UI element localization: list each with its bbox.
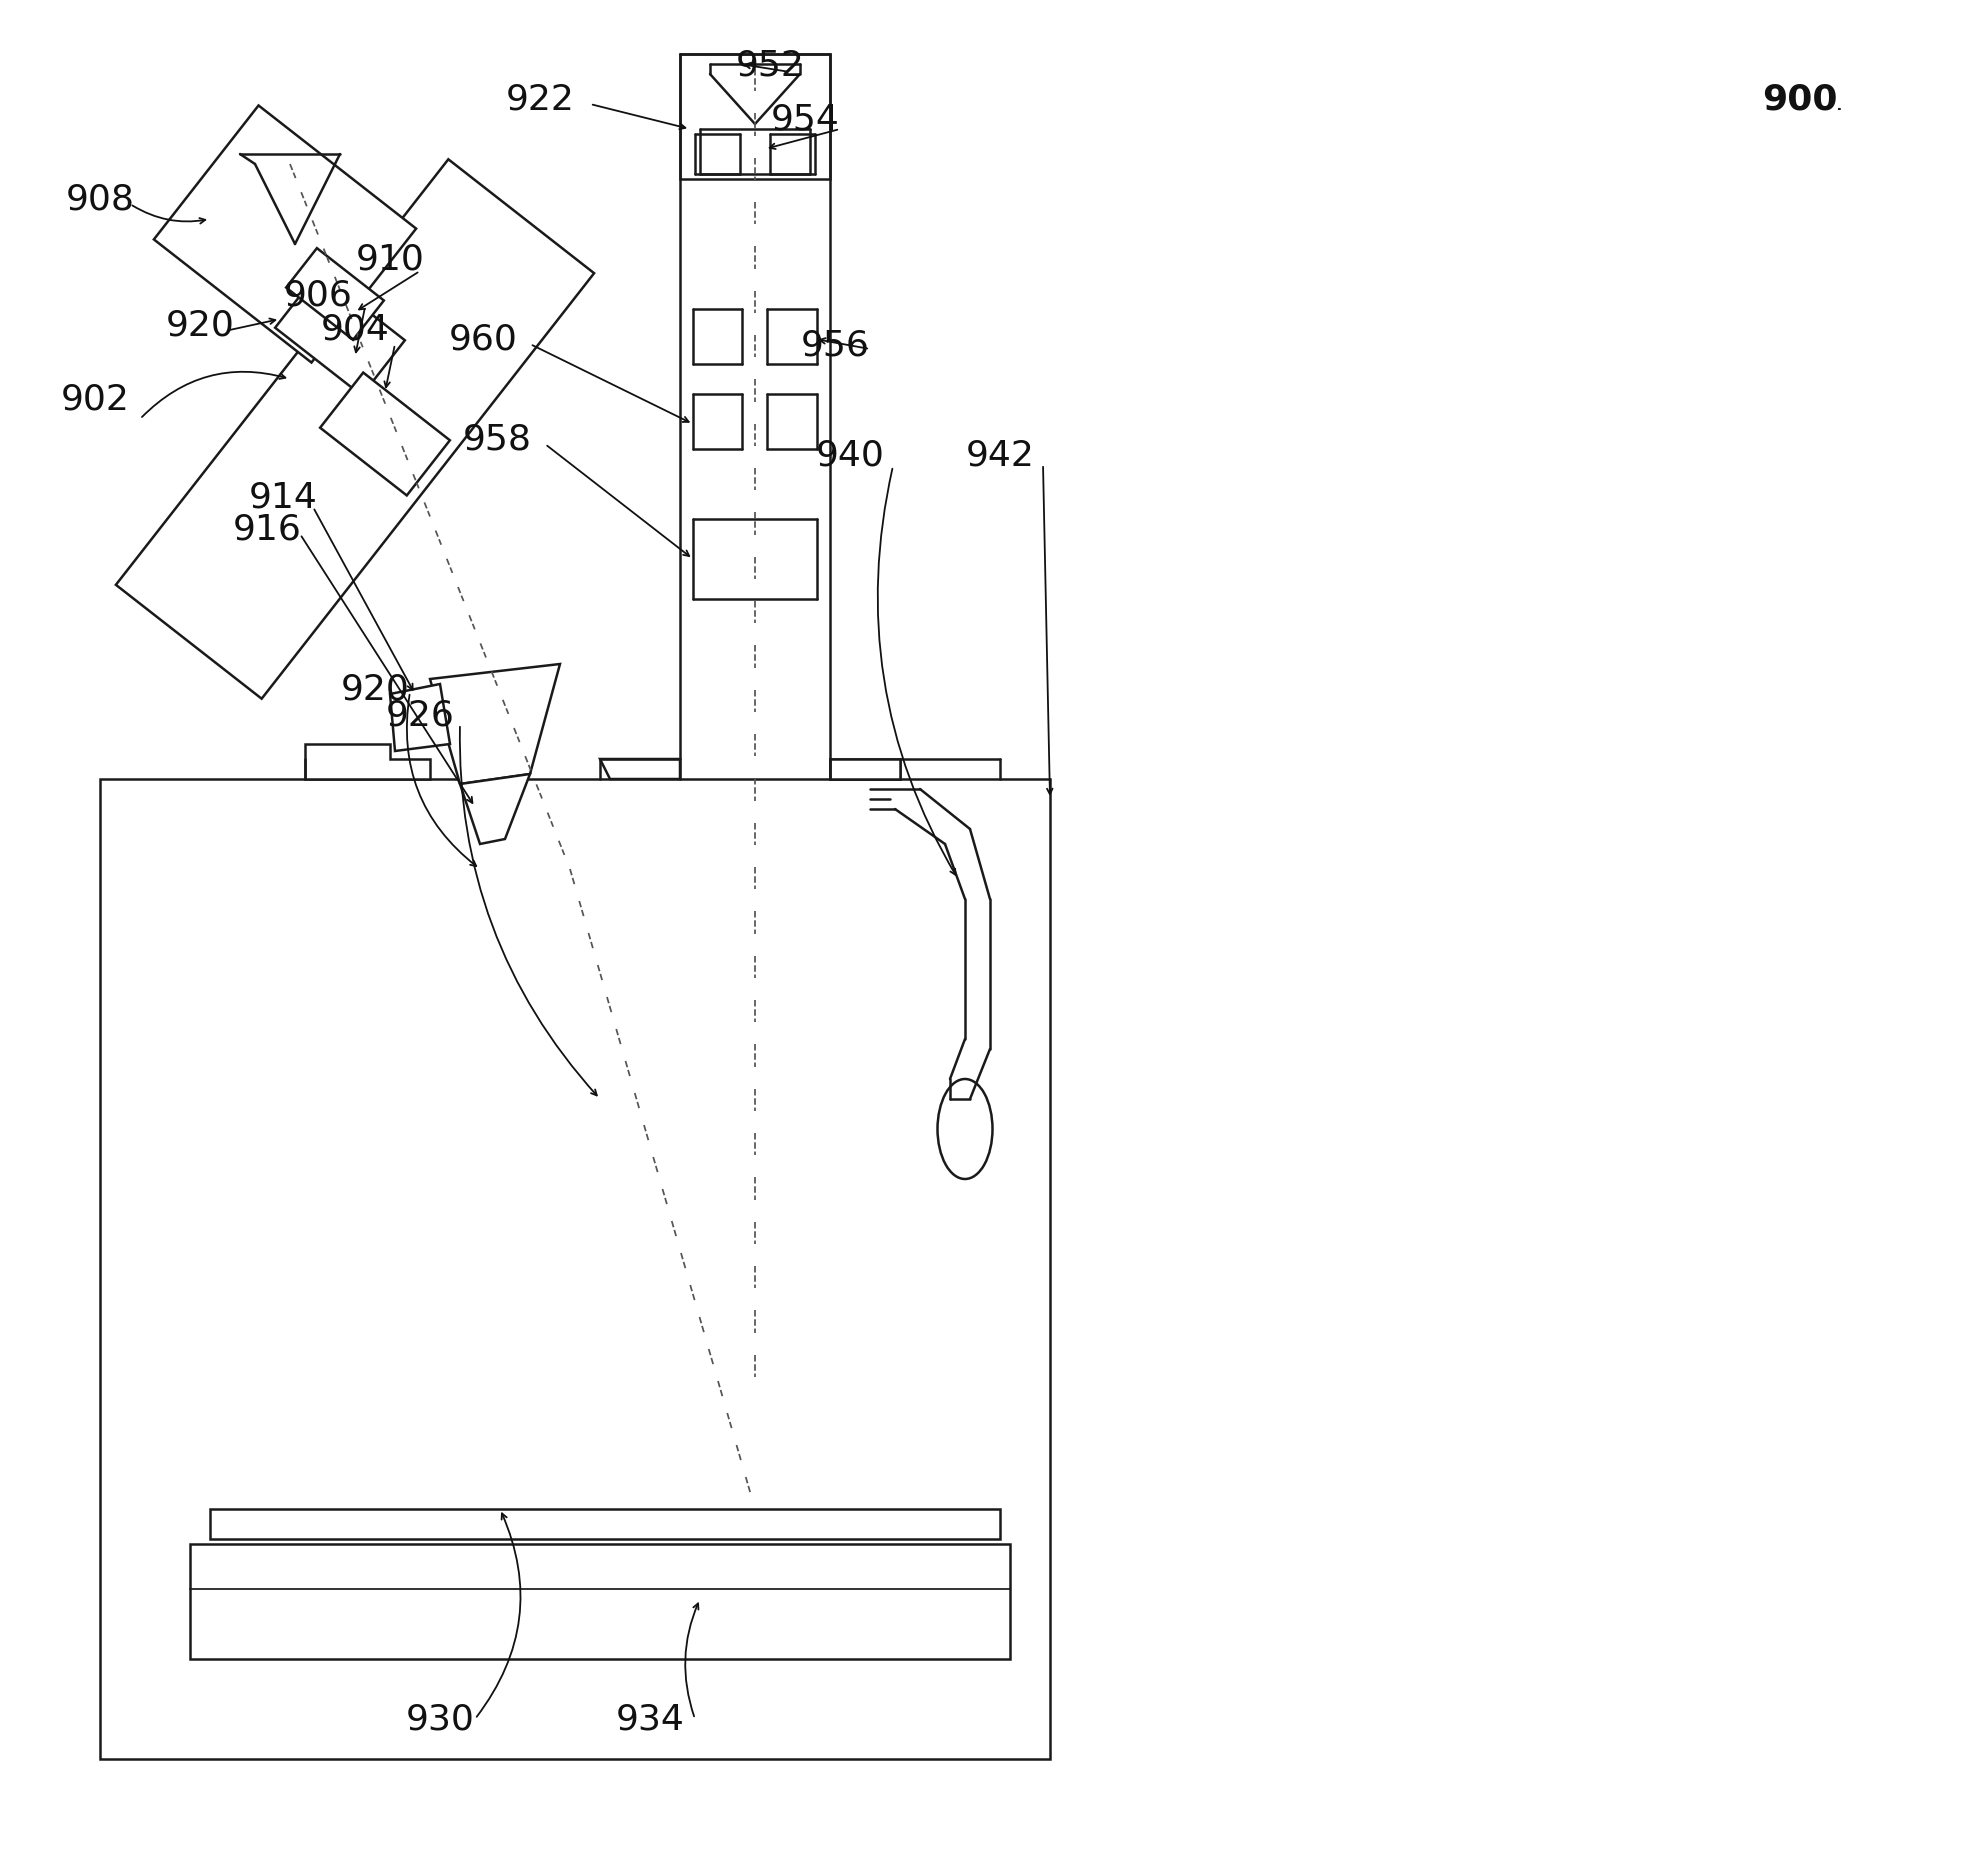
Polygon shape xyxy=(390,684,450,751)
Text: 900: 900 xyxy=(1762,83,1837,117)
Text: 920: 920 xyxy=(165,308,234,341)
Text: 908: 908 xyxy=(65,184,135,217)
Text: 910: 910 xyxy=(355,243,424,276)
Ellipse shape xyxy=(937,1080,993,1180)
Text: 916: 916 xyxy=(232,512,301,547)
Text: 922: 922 xyxy=(505,83,575,117)
Text: 952: 952 xyxy=(735,48,805,82)
Text: 942: 942 xyxy=(965,438,1035,471)
Polygon shape xyxy=(680,56,830,180)
Text: 956: 956 xyxy=(801,328,868,362)
Polygon shape xyxy=(319,373,450,495)
Text: 906: 906 xyxy=(283,278,353,312)
Polygon shape xyxy=(190,1543,1009,1658)
Text: 920: 920 xyxy=(341,673,408,707)
Polygon shape xyxy=(285,249,385,341)
Text: 934: 934 xyxy=(614,1703,684,1736)
Text: 902: 902 xyxy=(61,382,129,417)
Polygon shape xyxy=(155,106,416,364)
Text: 914: 914 xyxy=(248,480,317,514)
Polygon shape xyxy=(601,759,680,779)
Polygon shape xyxy=(460,775,529,844)
Polygon shape xyxy=(430,664,559,785)
Polygon shape xyxy=(210,1510,999,1540)
Text: 930: 930 xyxy=(406,1703,474,1736)
Text: 904: 904 xyxy=(321,313,388,347)
Polygon shape xyxy=(99,779,1050,1759)
Polygon shape xyxy=(305,744,430,779)
Polygon shape xyxy=(275,273,404,397)
Text: 940: 940 xyxy=(815,438,884,471)
Polygon shape xyxy=(830,759,900,779)
Polygon shape xyxy=(830,759,900,779)
Text: 926: 926 xyxy=(385,697,454,731)
Text: 958: 958 xyxy=(462,423,531,456)
Text: 960: 960 xyxy=(448,323,517,356)
Polygon shape xyxy=(115,160,595,699)
Text: 954: 954 xyxy=(771,102,838,137)
